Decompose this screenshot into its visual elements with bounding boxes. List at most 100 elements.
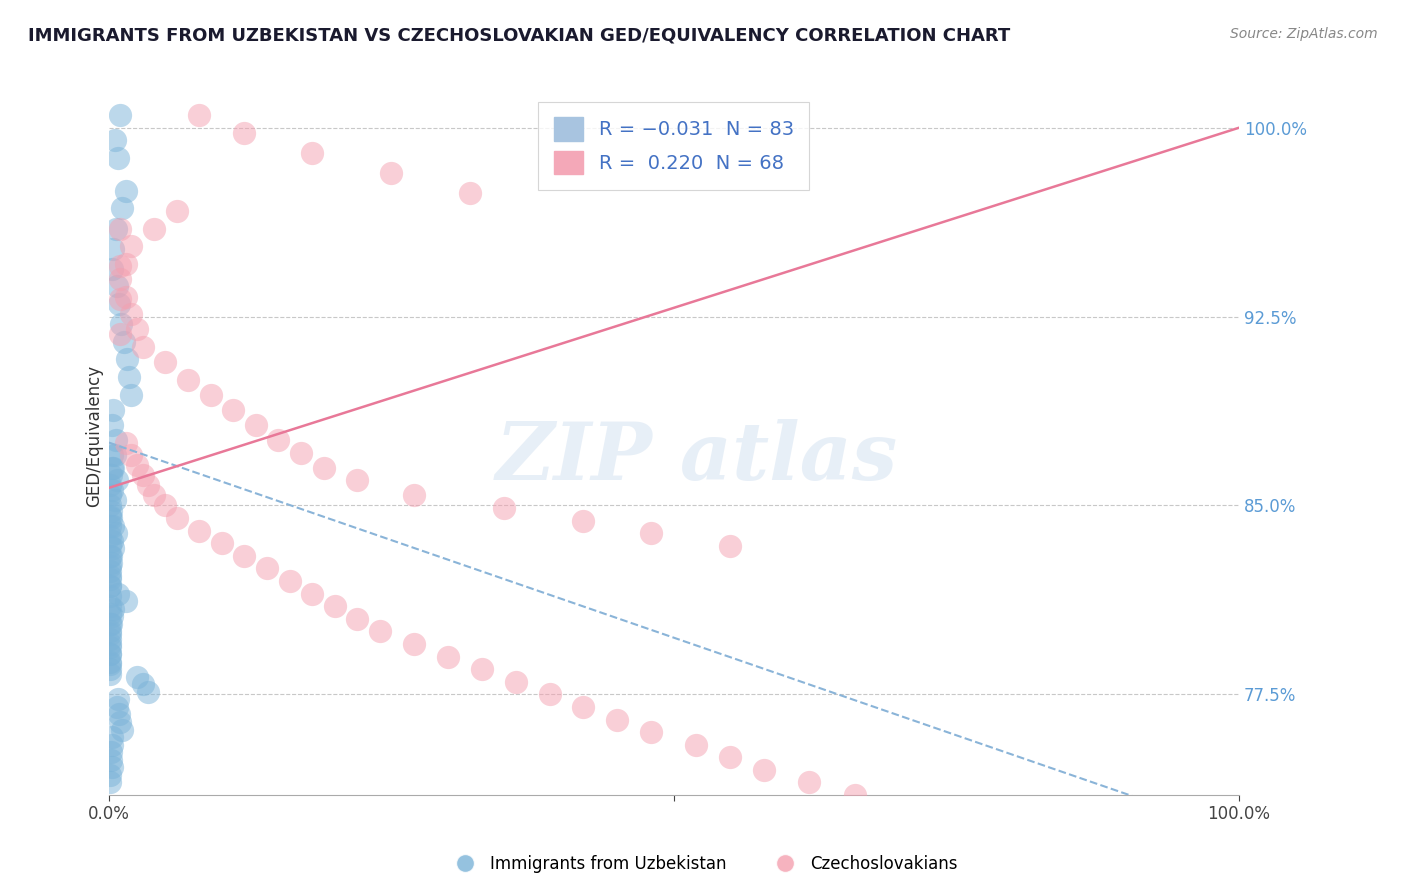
- Point: [143, 221, 166, 235]
- Point: [844, 788, 866, 802]
- Point: [114, 289, 136, 303]
- Point: [98, 607, 121, 621]
- Point: [368, 624, 391, 639]
- Legend: Immigrants from Uzbekistan, Czechoslovakians: Immigrants from Uzbekistan, Czechoslovak…: [441, 848, 965, 880]
- Point: [98, 579, 121, 593]
- Point: [572, 514, 595, 528]
- Point: [101, 460, 124, 475]
- Point: [107, 151, 129, 165]
- Point: [114, 594, 136, 608]
- Point: [402, 488, 425, 502]
- Point: [105, 700, 128, 714]
- Point: [1001, 826, 1024, 840]
- Legend: R = −0.031  N = 83, R =  0.220  N = 68: R = −0.031 N = 83, R = 0.220 N = 68: [538, 102, 810, 190]
- Point: [98, 647, 121, 661]
- Point: [98, 488, 121, 502]
- Point: [101, 261, 124, 276]
- Point: [98, 647, 121, 661]
- Point: [267, 433, 290, 447]
- Point: [346, 612, 368, 626]
- Point: [505, 674, 527, 689]
- Point: [108, 260, 131, 274]
- Point: [98, 599, 121, 614]
- Point: [98, 655, 121, 669]
- Point: [98, 775, 121, 789]
- Point: [98, 558, 121, 573]
- Point: [103, 460, 125, 475]
- Point: [98, 549, 121, 563]
- Point: [107, 692, 129, 706]
- Point: [98, 508, 121, 523]
- Point: [98, 616, 121, 631]
- Point: [98, 518, 121, 533]
- Point: [323, 599, 346, 614]
- Point: [103, 133, 125, 147]
- Point: [101, 533, 124, 548]
- Point: [754, 763, 776, 777]
- Point: [101, 448, 124, 462]
- Point: [103, 448, 125, 462]
- Point: [127, 458, 149, 473]
- Point: [538, 687, 561, 701]
- Point: [132, 340, 155, 354]
- Point: [98, 632, 121, 646]
- Point: [127, 670, 149, 684]
- Point: [471, 662, 494, 676]
- Point: [572, 700, 595, 714]
- Point: [108, 327, 131, 342]
- Point: [110, 317, 132, 331]
- Point: [114, 184, 136, 198]
- Point: [101, 609, 124, 624]
- Text: ZIP atlas: ZIP atlas: [495, 419, 897, 497]
- Point: [108, 707, 131, 722]
- Point: [115, 352, 138, 367]
- Point: [98, 564, 121, 578]
- Point: [177, 373, 200, 387]
- Point: [98, 624, 121, 639]
- Point: [108, 292, 131, 306]
- Point: [104, 221, 127, 235]
- Point: [606, 713, 628, 727]
- Point: [1171, 863, 1194, 878]
- Point: [98, 572, 121, 586]
- Point: [211, 536, 233, 550]
- Point: [103, 541, 125, 556]
- Point: [103, 402, 125, 417]
- Point: [108, 108, 131, 122]
- Point: [1059, 838, 1081, 853]
- Point: [98, 768, 121, 782]
- Point: [101, 483, 124, 498]
- Point: [107, 586, 129, 600]
- Point: [98, 478, 121, 492]
- Point: [188, 524, 211, 538]
- Point: [120, 387, 142, 401]
- Point: [105, 279, 128, 293]
- Point: [166, 203, 188, 218]
- Point: [98, 579, 121, 593]
- Point: [101, 760, 124, 774]
- Point: [301, 586, 323, 600]
- Point: [155, 499, 177, 513]
- Point: [233, 126, 256, 140]
- Point: [101, 417, 124, 432]
- Point: [640, 725, 662, 739]
- Point: [100, 745, 122, 759]
- Point: [108, 272, 131, 286]
- Point: [402, 637, 425, 651]
- Text: Source: ZipAtlas.com: Source: ZipAtlas.com: [1230, 27, 1378, 41]
- Point: [290, 445, 312, 459]
- Point: [98, 569, 121, 583]
- Point: [278, 574, 301, 588]
- Point: [718, 750, 741, 764]
- Point: [108, 221, 131, 235]
- Point: [103, 518, 125, 533]
- Point: [103, 242, 125, 256]
- Point: [188, 108, 211, 122]
- Point: [98, 640, 121, 654]
- Point: [233, 549, 256, 563]
- Point: [100, 557, 122, 571]
- Point: [256, 561, 278, 575]
- Point: [104, 433, 127, 447]
- Point: [127, 322, 149, 336]
- Point: [312, 460, 335, 475]
